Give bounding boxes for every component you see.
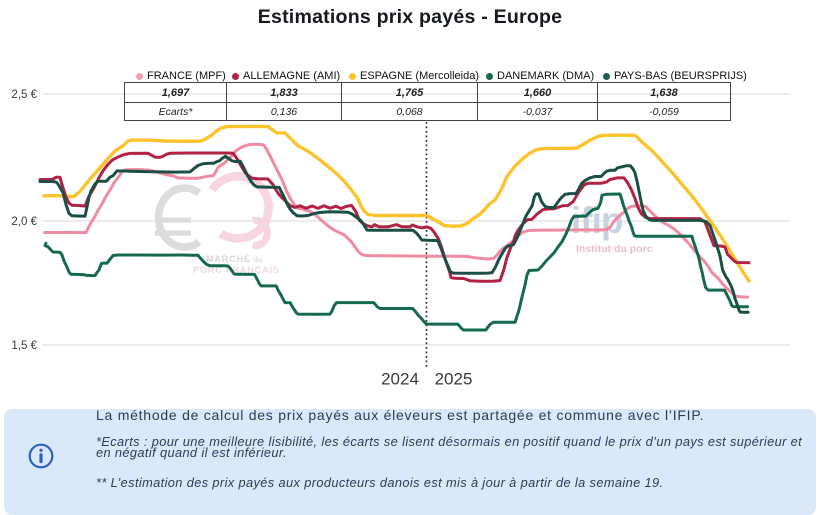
svg-text:2024: 2024 [381, 370, 419, 389]
svg-text:2,0 €: 2,0 € [11, 216, 37, 228]
svg-text:du: du [253, 255, 263, 264]
svg-text:MARCHÉ: MARCHÉ [206, 254, 251, 264]
svg-text:Institut du porc: Institut du porc [576, 244, 653, 255]
svg-text:2,5 €: 2,5 € [11, 89, 37, 101]
svg-text:1,5 €: 1,5 € [11, 340, 37, 352]
svg-text:2025: 2025 [435, 370, 473, 389]
svg-text:PORC FRANÇAIS: PORC FRANÇAIS [193, 265, 280, 275]
